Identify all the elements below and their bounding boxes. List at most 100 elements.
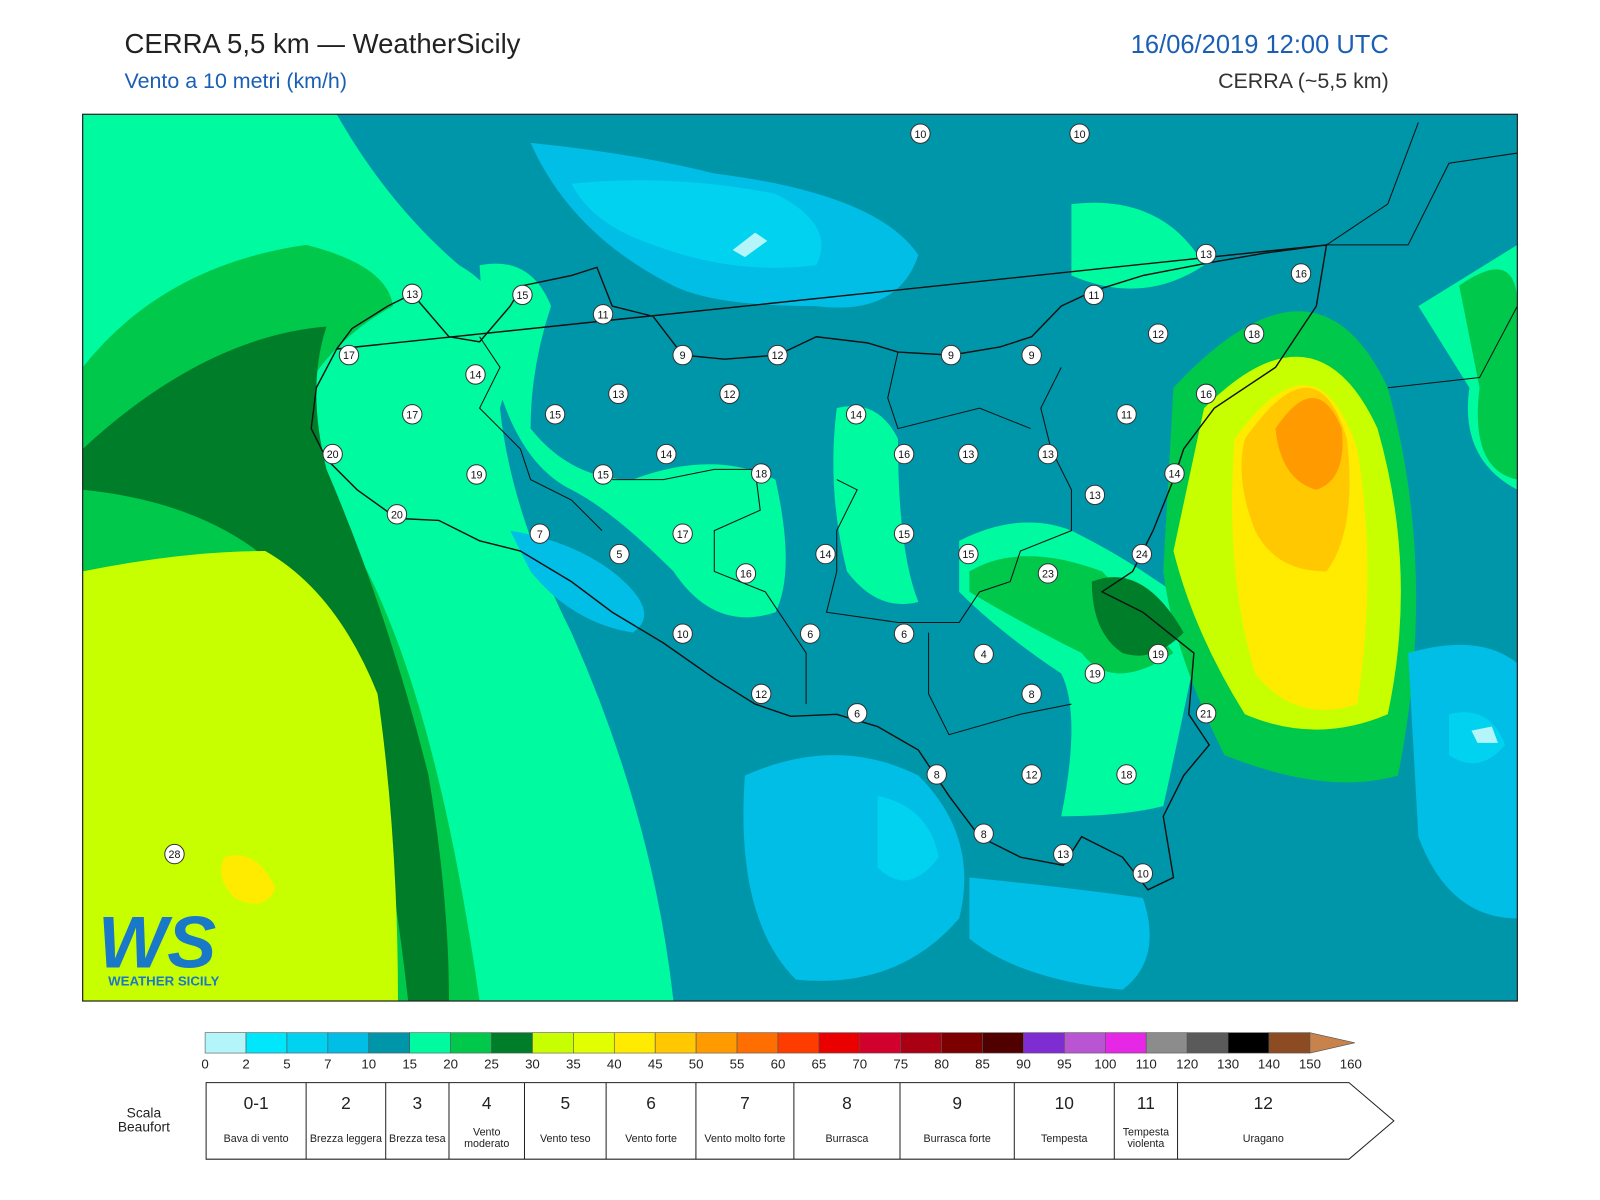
station-marker xyxy=(1116,764,1137,785)
station-value: 16 xyxy=(898,449,910,461)
colorbar-bin xyxy=(1268,1032,1311,1054)
colorbar-bin xyxy=(286,1032,329,1054)
station-value: 10 xyxy=(1074,129,1086,141)
beaufort-name-box: Tempesta violenta xyxy=(1122,1126,1170,1150)
beaufort-name: Brezza leggera xyxy=(309,1132,382,1145)
station-marker xyxy=(672,344,693,366)
beaufort-force: 2 xyxy=(341,1093,351,1113)
colorbar-tick-label: 15 xyxy=(402,1056,417,1071)
station-marker xyxy=(958,543,979,565)
station-marker xyxy=(609,543,630,565)
beaufort-label: Scala Beaufort xyxy=(117,1105,170,1135)
station-marker xyxy=(1021,764,1042,785)
wind-area xyxy=(1091,577,1184,656)
beaufort-frame xyxy=(205,1082,1395,1160)
colorbar-tick-label: 150 xyxy=(1299,1056,1321,1071)
colorbar-tick-label: 95 xyxy=(1057,1056,1072,1071)
station-value: 12 xyxy=(755,689,767,701)
station-marker xyxy=(735,563,757,584)
station-marker xyxy=(512,284,533,306)
colorbar-tick-label: 45 xyxy=(648,1056,663,1071)
station-marker xyxy=(402,404,423,425)
station-marker xyxy=(1069,123,1090,144)
colorbar-bin xyxy=(573,1032,615,1054)
beaufort-name-box: Bava di vento xyxy=(224,1133,289,1144)
wind-area xyxy=(1408,644,1518,919)
station-value: 14 xyxy=(820,549,832,561)
station-marker xyxy=(1084,663,1106,684)
beaufort-name-box: Vento molto forte xyxy=(704,1132,786,1145)
station-value: 14 xyxy=(660,449,672,461)
station-marker xyxy=(1195,383,1217,405)
station-value: 28 xyxy=(169,849,181,861)
colorbar-tick-label: 50 xyxy=(689,1056,704,1071)
station-value: 15 xyxy=(898,529,910,541)
station-marker xyxy=(1037,563,1059,584)
station-marker xyxy=(845,404,867,425)
wind-area xyxy=(82,551,398,1002)
colorbar-bin xyxy=(777,1032,820,1054)
station-marker xyxy=(893,443,915,465)
colorbar-tick-label: 75 xyxy=(893,1056,908,1071)
station-value: 23 xyxy=(1042,569,1054,581)
station-value: 16 xyxy=(1200,389,1212,401)
station-value: 10 xyxy=(914,129,926,141)
station-value: 6 xyxy=(901,629,907,641)
station-marker xyxy=(910,123,931,144)
station-marker xyxy=(893,623,915,644)
station-marker xyxy=(322,443,343,465)
station-marker xyxy=(1084,484,1106,506)
beaufort-force: 12 xyxy=(1254,1093,1273,1113)
station-marker xyxy=(544,404,566,425)
station-marker xyxy=(672,623,693,644)
station-value: 12 xyxy=(772,350,784,362)
colorbar-bin xyxy=(245,1032,288,1054)
station-marker xyxy=(1195,703,1217,724)
station-value: 14 xyxy=(850,409,862,421)
colorbar-tick-label: 80 xyxy=(934,1056,949,1071)
station-marker xyxy=(846,703,868,724)
station-value: 19 xyxy=(1089,669,1101,681)
colorbar-bin xyxy=(695,1032,738,1054)
station-marker xyxy=(592,464,614,485)
wind-area xyxy=(82,326,449,1002)
station-value: 4 xyxy=(981,649,987,661)
station-value: 18 xyxy=(1121,770,1133,782)
station-value: 9 xyxy=(948,350,954,362)
stations: 10 10 13 16 13 15 11 11 17 9 12 9 9 12 18 14 13 12 16 17 15 1… xyxy=(164,123,1312,884)
beaufort-force: 4 xyxy=(482,1093,492,1113)
station-value: 14 xyxy=(1169,469,1181,481)
beaufort-name: Tempesta violenta xyxy=(1122,1126,1170,1150)
colorbar-tick-label: 130 xyxy=(1217,1056,1239,1071)
wind-area xyxy=(1471,726,1498,743)
station-marker xyxy=(1195,243,1217,265)
station-marker xyxy=(466,464,487,485)
beaufort-name: Brezza tesa xyxy=(389,1132,446,1145)
colorbar-bin xyxy=(491,1032,533,1054)
beaufort-name: Vento molto forte xyxy=(704,1132,786,1145)
colorbar-bin xyxy=(1186,1032,1229,1054)
station-marker xyxy=(973,643,994,665)
station-value: 13 xyxy=(962,449,974,461)
wind-area xyxy=(221,855,276,904)
colorbar-bin xyxy=(900,1032,942,1054)
station-value: 15 xyxy=(962,549,974,561)
beaufort-force: 5 xyxy=(560,1093,570,1113)
beaufort-force: 10 xyxy=(1055,1093,1074,1113)
station-marker xyxy=(608,383,629,405)
subtitle: Vento a 10 metri (km/h) xyxy=(124,69,346,93)
station-marker xyxy=(751,463,772,484)
beaufort-force: 3 xyxy=(413,1093,423,1113)
station-marker xyxy=(815,543,836,565)
station-value: 18 xyxy=(755,469,767,481)
station-value: 7 xyxy=(537,529,543,541)
wind-area xyxy=(732,232,768,258)
beaufort-name: Vento forte xyxy=(625,1132,677,1145)
station-marker xyxy=(767,344,788,366)
station-value: 19 xyxy=(1152,649,1164,661)
station-value: 5 xyxy=(616,549,622,561)
colorbar-bin xyxy=(1104,1032,1147,1054)
station-marker xyxy=(893,523,915,544)
title: CERRA 5,5 km — WeatherSicily xyxy=(124,28,520,59)
